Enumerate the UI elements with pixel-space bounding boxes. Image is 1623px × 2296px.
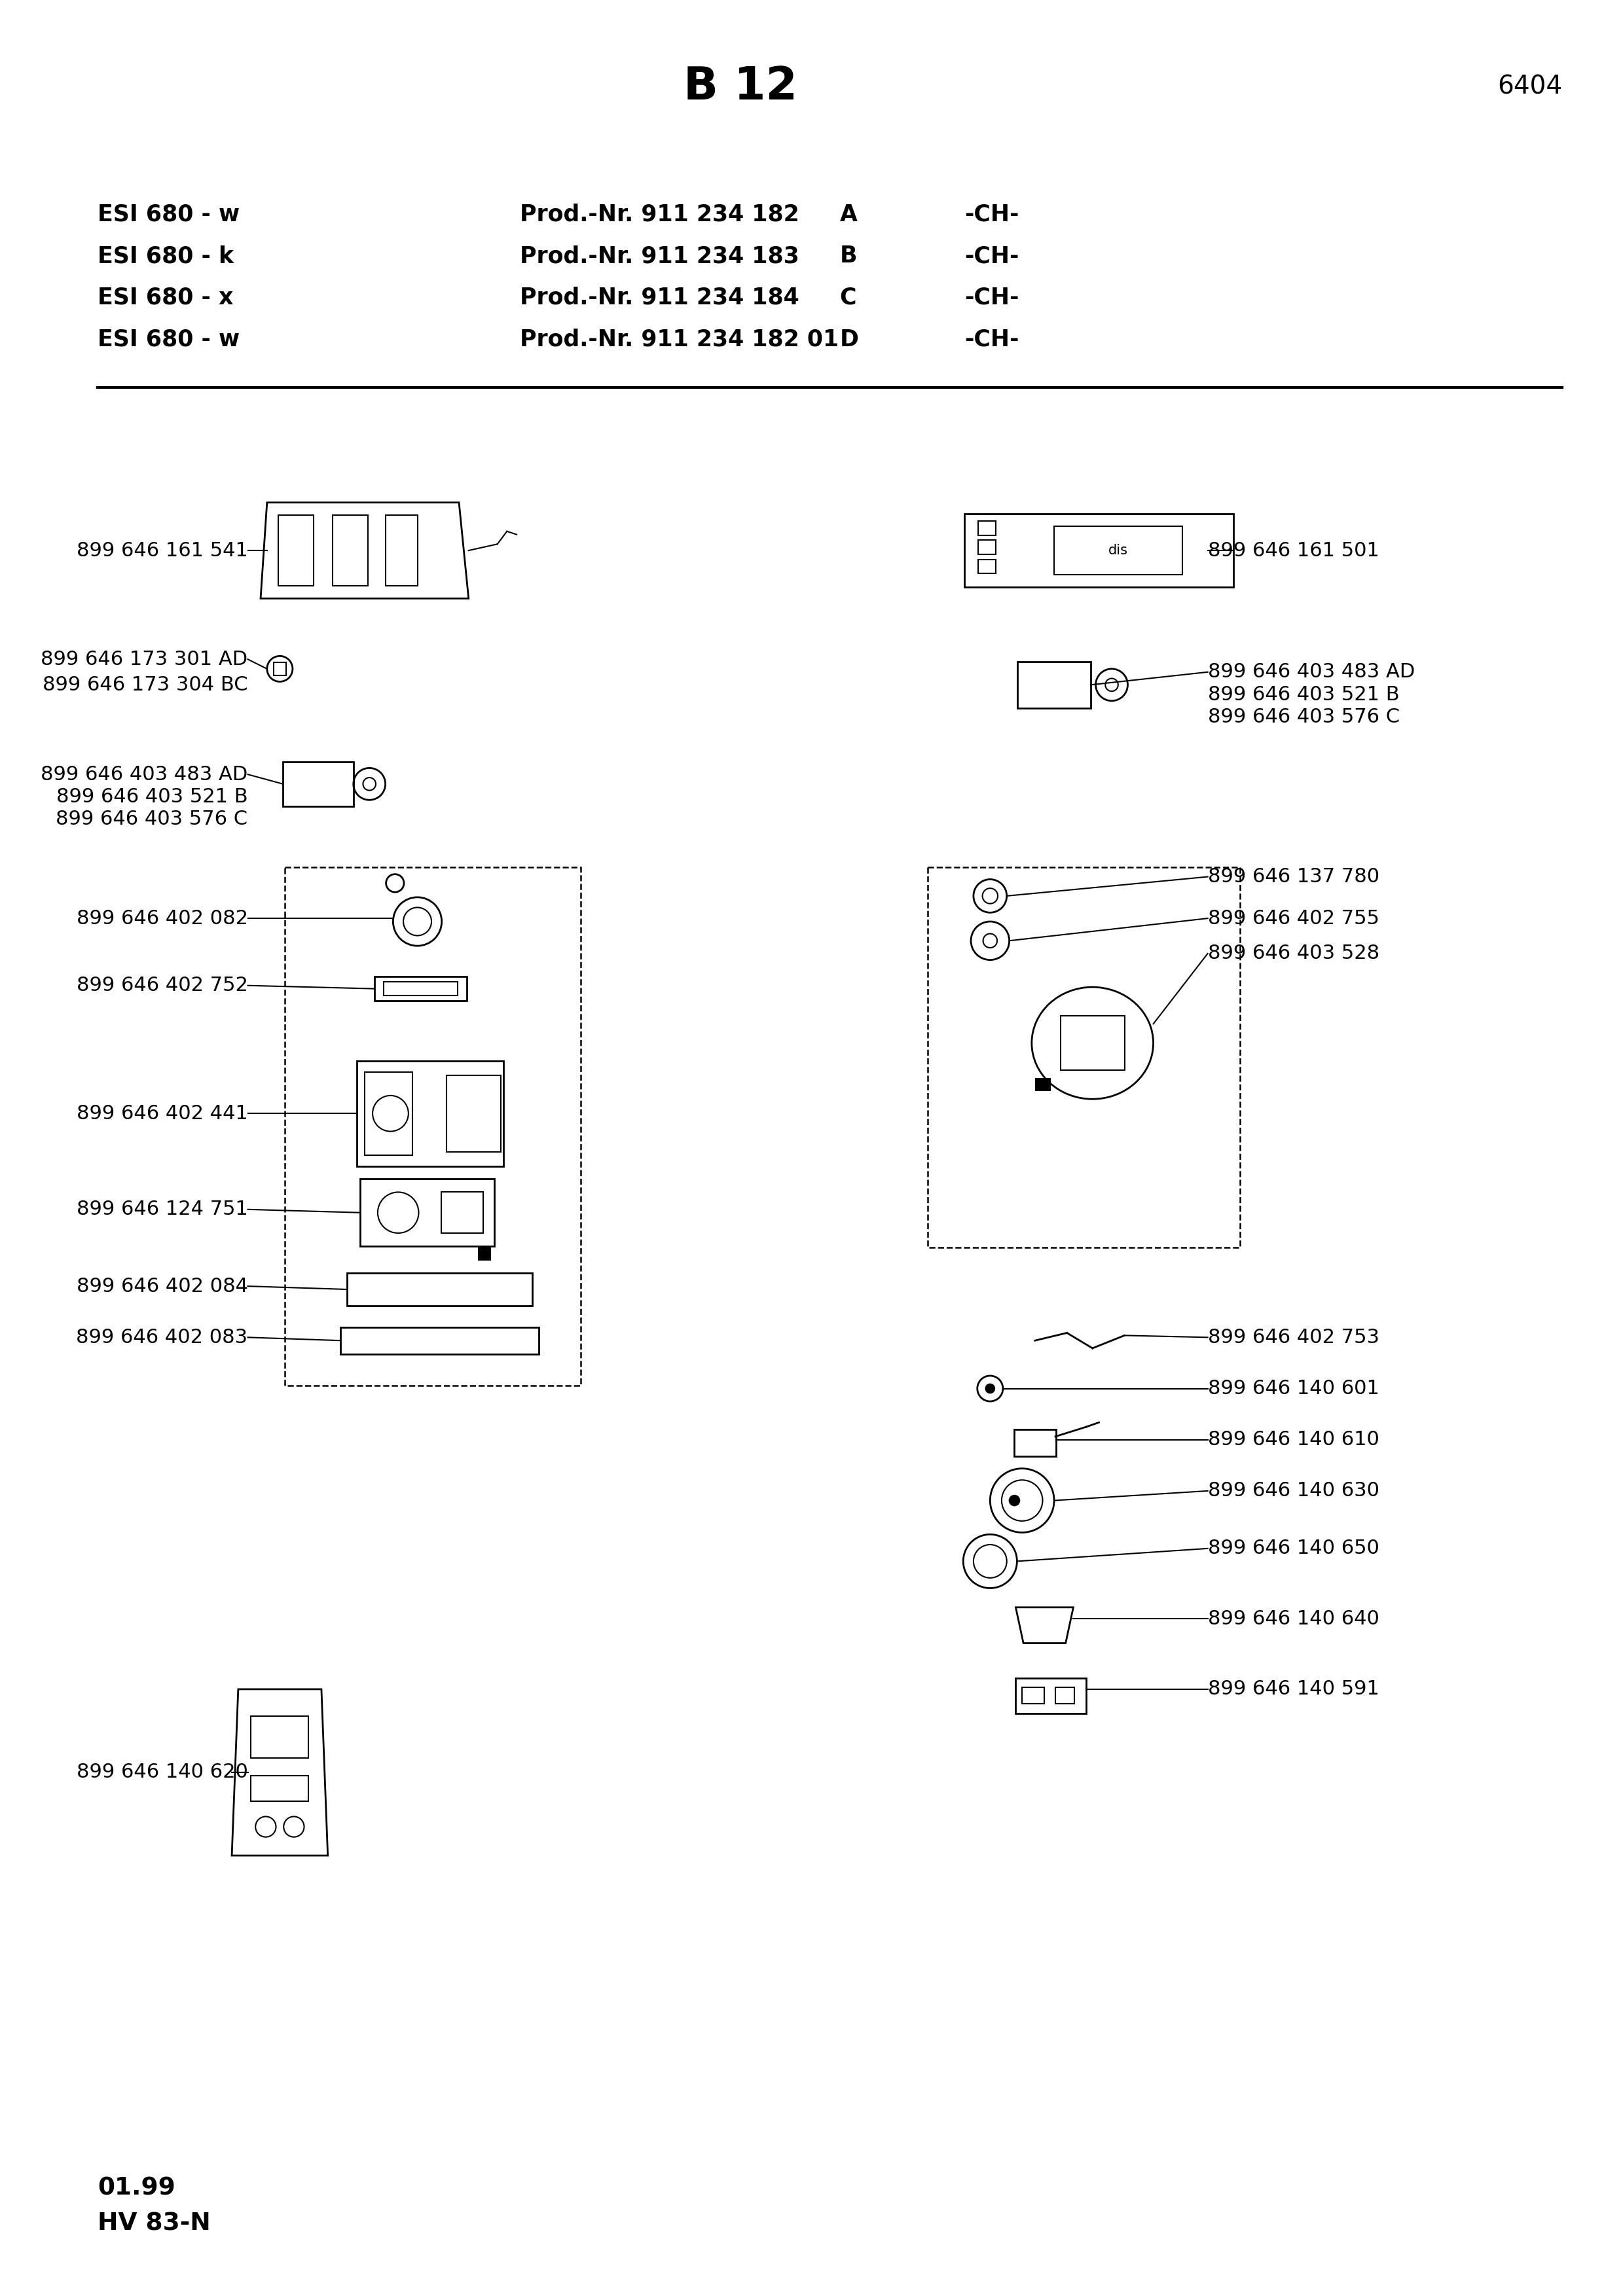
Bar (979, 560, 997, 574)
Polygon shape (1035, 1079, 1052, 1091)
Text: HV 83-N: HV 83-N (97, 2211, 211, 2236)
Text: ESI 680 - w: ESI 680 - w (97, 204, 240, 225)
Text: 899 646 161 501: 899 646 161 501 (1208, 542, 1380, 560)
Bar (1018, 661, 1091, 707)
Bar (375, 976, 467, 1001)
Text: 899 646 403 576 C: 899 646 403 576 C (1208, 707, 1399, 726)
Bar (1014, 1430, 1055, 1456)
Text: 899 646 402 441: 899 646 402 441 (76, 1104, 248, 1123)
Text: Prod.-Nr. 911 234 183: Prod.-Nr. 911 234 183 (519, 246, 799, 266)
Text: Prod.-Nr. 911 234 182: Prod.-Nr. 911 234 182 (519, 204, 799, 225)
Bar (1060, 1015, 1125, 1070)
Text: 899 646 403 521 B: 899 646 403 521 B (1208, 684, 1399, 705)
Bar (979, 521, 997, 535)
Bar (360, 1180, 493, 1247)
Text: 899 646 402 753: 899 646 402 753 (1208, 1327, 1380, 1348)
Bar (964, 514, 1233, 588)
Text: 899 646 140 610: 899 646 140 610 (1208, 1430, 1380, 1449)
Text: 899 646 403 483 AD: 899 646 403 483 AD (41, 765, 248, 783)
Text: 899 646 137 780: 899 646 137 780 (1208, 868, 1380, 886)
Text: 899 646 140 640: 899 646 140 640 (1208, 1609, 1380, 1628)
Text: 899 646 403 483 AD: 899 646 403 483 AD (1208, 664, 1415, 682)
Text: ESI 680 - x: ESI 680 - x (97, 287, 234, 310)
Text: 899 646 403 576 C: 899 646 403 576 C (55, 810, 248, 829)
Text: B: B (839, 246, 857, 266)
Text: 899 646 173 304 BC: 899 646 173 304 BC (42, 675, 248, 693)
Text: Prod.-Nr. 911 234 182 01: Prod.-Nr. 911 234 182 01 (519, 328, 839, 351)
Text: Prod.-Nr. 911 234 184: Prod.-Nr. 911 234 184 (519, 287, 799, 310)
Bar (341, 1327, 539, 1355)
Text: 899 646 402 755: 899 646 402 755 (1208, 909, 1380, 928)
Bar (441, 1192, 484, 1233)
Bar (252, 1717, 308, 1759)
Bar (979, 540, 997, 553)
Bar (278, 514, 313, 585)
Bar (282, 762, 354, 806)
Text: 899 646 173 301 AD: 899 646 173 301 AD (41, 650, 248, 668)
Bar (1053, 526, 1182, 574)
Text: 899 646 402 083: 899 646 402 083 (76, 1327, 248, 1348)
Bar (347, 1272, 532, 1306)
Polygon shape (479, 1247, 492, 1261)
Circle shape (985, 1384, 995, 1394)
Text: 899 646 140 630: 899 646 140 630 (1208, 1481, 1380, 1499)
Text: 899 646 403 521 B: 899 646 403 521 B (57, 788, 248, 806)
Text: B 12: B 12 (683, 64, 797, 108)
Bar (927, 868, 1240, 1247)
Text: ESI 680 - k: ESI 680 - k (97, 246, 234, 266)
Bar (385, 514, 417, 585)
Text: -CH-: -CH- (964, 246, 1019, 266)
Bar (383, 983, 458, 996)
Bar (365, 1072, 412, 1155)
Text: D: D (839, 328, 859, 351)
Text: -CH-: -CH- (964, 287, 1019, 310)
Bar (1055, 1688, 1074, 1704)
Bar (1022, 1688, 1044, 1704)
Text: 6404: 6404 (1498, 73, 1563, 99)
Text: 899 646 403 528: 899 646 403 528 (1208, 944, 1380, 962)
Text: 899 646 140 620: 899 646 140 620 (76, 1763, 248, 1782)
Text: C: C (839, 287, 857, 310)
Text: 899 646 161 541: 899 646 161 541 (76, 542, 248, 560)
Text: 899 646 140 601: 899 646 140 601 (1208, 1380, 1380, 1398)
Text: -CH-: -CH- (964, 204, 1019, 225)
Text: 899 646 140 591: 899 646 140 591 (1208, 1681, 1380, 1699)
Bar (286, 868, 581, 1384)
Bar (333, 514, 368, 585)
Text: -CH-: -CH- (964, 328, 1019, 351)
Text: 899 646 402 084: 899 646 402 084 (76, 1277, 248, 1295)
Text: 899 646 402 082: 899 646 402 082 (76, 909, 248, 928)
Text: 899 646 124 751: 899 646 124 751 (76, 1201, 248, 1219)
Text: 01.99: 01.99 (97, 2177, 175, 2200)
Bar (446, 1075, 502, 1153)
Text: ESI 680 - w: ESI 680 - w (97, 328, 240, 351)
Text: dis: dis (1109, 544, 1128, 558)
Text: A: A (839, 204, 857, 225)
Text: 899 646 140 650: 899 646 140 650 (1208, 1538, 1380, 1559)
Bar (1016, 1678, 1086, 1713)
Bar (252, 1775, 308, 1800)
Circle shape (1008, 1495, 1021, 1506)
Bar (357, 1061, 503, 1166)
Bar (273, 664, 286, 675)
Text: 899 646 402 752: 899 646 402 752 (76, 976, 248, 994)
